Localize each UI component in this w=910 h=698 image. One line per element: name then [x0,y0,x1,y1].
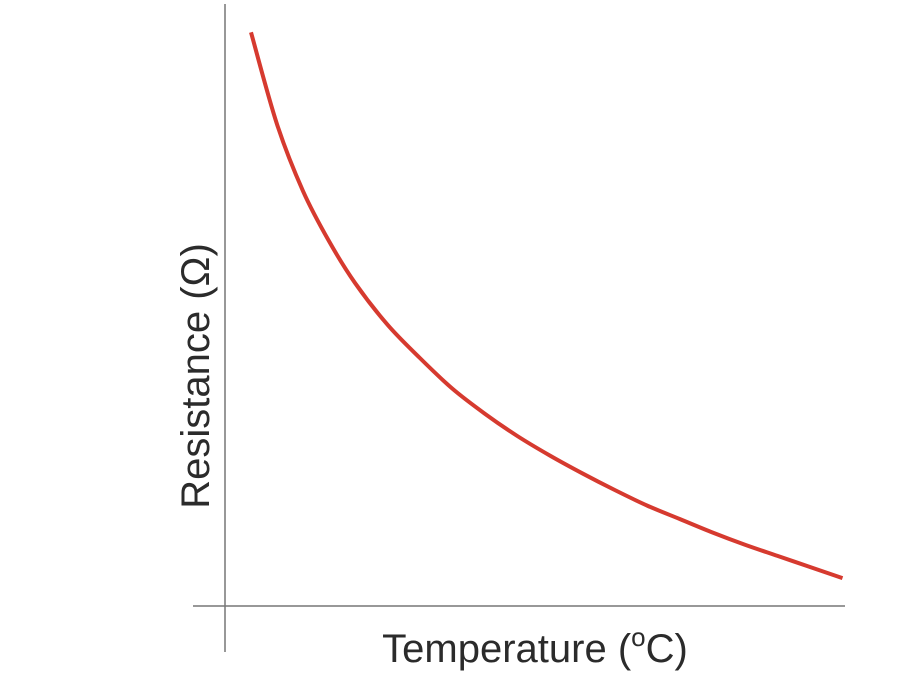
x-axis-title-degree: o [631,622,645,652]
y-axis-title: Resistance (Ω) [174,243,218,509]
x-axis-title-prefix: Temperature ( [382,627,632,671]
series-layer [249,31,844,581]
x-axis-title-suffix: C) [646,627,688,671]
x-axis-title: Temperature (oC) [382,622,688,671]
series-line-0 [249,31,844,581]
